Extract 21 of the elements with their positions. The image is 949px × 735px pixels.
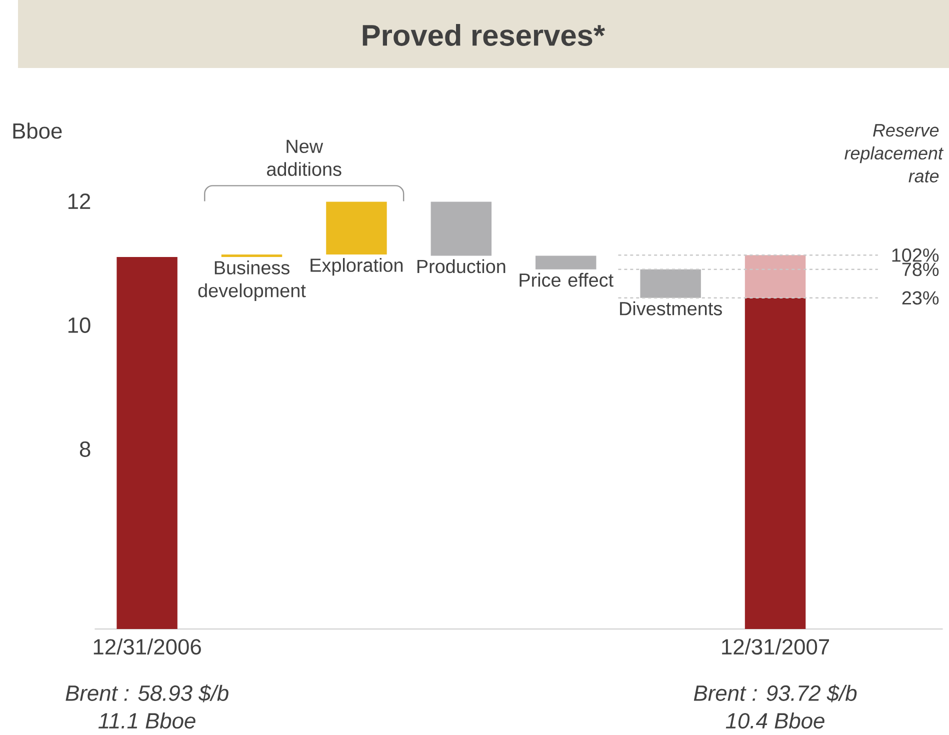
text: Brent : 93.72 $/b xyxy=(694,684,857,702)
x-tick-label: Price effect xyxy=(520,272,614,287)
text: 11.1 Bboe xyxy=(98,712,196,729)
text: New additions xyxy=(267,140,342,176)
x-tick-label: Exploration xyxy=(310,258,403,276)
text: 102% xyxy=(892,248,939,262)
y-tick-label: 12 xyxy=(68,194,90,209)
chart-title: Proved reserves* xyxy=(362,24,606,46)
x-tick-label: Production xyxy=(417,259,506,274)
x-tick-label: 12/31/2007 xyxy=(722,638,830,655)
text: 23% xyxy=(902,291,939,305)
y-tick-label: 10 xyxy=(68,317,90,333)
x-tick-label: Divestments xyxy=(620,301,722,316)
text: 78% xyxy=(902,262,939,276)
text: Reserve replacement rate xyxy=(844,124,944,182)
text: 10.4 Bboe xyxy=(726,712,824,729)
y-tick-label: 8 xyxy=(80,441,90,457)
text: Brent : 58.93 $/b xyxy=(66,684,228,702)
x-tick-label: Business development xyxy=(198,260,306,302)
x-tick-label: 12/31/2006 xyxy=(94,638,201,655)
y-axis-title: Bboe xyxy=(13,122,62,139)
